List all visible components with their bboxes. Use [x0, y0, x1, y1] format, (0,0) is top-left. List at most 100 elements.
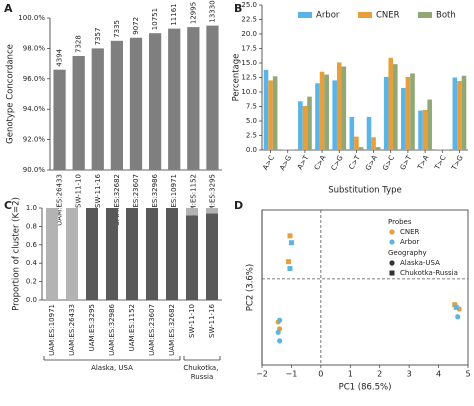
group-label: Chukotka, Russia: [183, 364, 220, 381]
x-tick-label: 0: [318, 370, 323, 379]
y-tick-label: 0.0: [246, 146, 257, 154]
y-tick-label: 20.0: [241, 30, 257, 38]
y-tick-label: 100.0%: [18, 14, 45, 22]
y-tick-label: 2.5: [246, 132, 257, 140]
bar: [53, 69, 66, 170]
bar: [405, 76, 411, 150]
x-tick-label: A>T: [296, 153, 311, 171]
bar: [285, 149, 291, 150]
panel-label: B: [234, 2, 242, 15]
x-tick-label: A>C: [261, 154, 276, 172]
bar-segment: [206, 213, 218, 300]
x-tick-label: 4: [436, 370, 441, 379]
bar: [315, 83, 320, 150]
bar: [332, 80, 337, 150]
x-tick-label: G>A: [364, 154, 379, 172]
bar: [410, 73, 415, 150]
legend-label: Both: [436, 11, 456, 21]
x-tick-label: −1: [286, 370, 298, 379]
x-tick-label: UAM:ES:26433: [56, 174, 64, 226]
point: [275, 329, 281, 335]
point: [452, 302, 458, 308]
plot-frame: [261, 209, 469, 366]
bar: [444, 149, 450, 150]
point: [288, 240, 294, 246]
bar: [263, 69, 269, 150]
bar: [457, 80, 462, 150]
bar: [336, 62, 342, 150]
x-tick-label: UAM:ES:3295: [88, 304, 96, 351]
x-tick-label: G>C: [381, 154, 396, 172]
legend-label: CNER: [400, 228, 420, 236]
y-tick-label: 90.0%: [23, 166, 46, 174]
y-tick-label: 25.0: [241, 1, 257, 9]
legend-label: Arbor: [400, 238, 419, 246]
bar-count: 9072: [132, 17, 140, 35]
bar: [129, 37, 143, 171]
bar: [72, 56, 85, 170]
x-tick-label: UAM:ES:1152: [189, 174, 197, 221]
x-tick-label: T>G: [450, 154, 465, 172]
legend-title: Probes: [388, 218, 412, 226]
panel-label: C: [4, 199, 12, 212]
bar-count: 4394: [56, 48, 64, 66]
bar: [324, 74, 329, 150]
y-tick-label: 98.0%: [23, 44, 46, 52]
y-tick-label: 0.6: [26, 241, 38, 249]
legend-marker: [389, 239, 395, 245]
x-tick-label: C>A: [313, 154, 328, 172]
legend-swatch: [298, 12, 312, 18]
x-tick-label: 1: [348, 370, 353, 379]
y-tick-label: 92.0%: [23, 136, 46, 144]
bar: [366, 116, 372, 150]
bar: [268, 80, 273, 150]
point: [277, 338, 283, 344]
bar: [401, 87, 406, 150]
y-tick-label: 0.8: [26, 222, 37, 230]
point: [287, 233, 293, 239]
bar: [354, 136, 359, 150]
bar: [439, 149, 445, 150]
bar: [298, 101, 303, 150]
bar-segment: [186, 215, 198, 300]
point: [287, 266, 293, 272]
bar: [341, 66, 347, 150]
x-tick-label: T>C: [433, 154, 448, 172]
x-tick-label: C>G: [330, 154, 345, 172]
y-tick-label: 12.5: [241, 74, 257, 82]
x-tick-label: −2: [256, 370, 268, 379]
x-tick-label: SW-11-10: [75, 174, 83, 208]
group-label-line: Chukotka,: [183, 364, 220, 372]
bar: [307, 96, 312, 150]
panel-label: D: [234, 199, 243, 212]
bar: [452, 77, 458, 150]
group-label: Alaska, USA: [91, 364, 133, 372]
bar: [91, 48, 104, 170]
bar-count: 7335: [113, 20, 121, 38]
bar-count: 7357: [94, 28, 102, 46]
y-tick-label: 1.0: [26, 204, 37, 212]
y-tick-label: 17.5: [241, 45, 257, 53]
y-axis-label: Proportion of cluster (K=2): [12, 197, 22, 311]
y-axis-label: Genotype Concordance: [6, 44, 16, 144]
y-tick-label: 15.0: [241, 59, 257, 67]
bar: [272, 76, 278, 150]
x-tick-label: UAM:ES:32682: [113, 174, 121, 226]
bar: [371, 137, 376, 150]
panel-label: A: [4, 2, 13, 15]
x-tick-label: 2: [377, 370, 382, 379]
x-tick-label: UAM:ES:32682: [168, 304, 176, 356]
x-tick-label: UAM:ES:1152: [128, 304, 136, 351]
bar-segment: [146, 208, 158, 300]
x-tick-label: UAM:ES:26433: [68, 304, 76, 356]
x-tick-label: UAM:ES:23607: [148, 304, 156, 356]
y-tick-label: 7.5: [246, 103, 257, 111]
bar: [375, 147, 381, 150]
point: [389, 260, 395, 266]
bar-segment: [46, 208, 58, 300]
bar: [383, 76, 389, 150]
bar: [319, 71, 325, 150]
bar-segment: [206, 208, 218, 214]
bar: [422, 109, 428, 150]
bar-count: 7328: [75, 35, 83, 53]
